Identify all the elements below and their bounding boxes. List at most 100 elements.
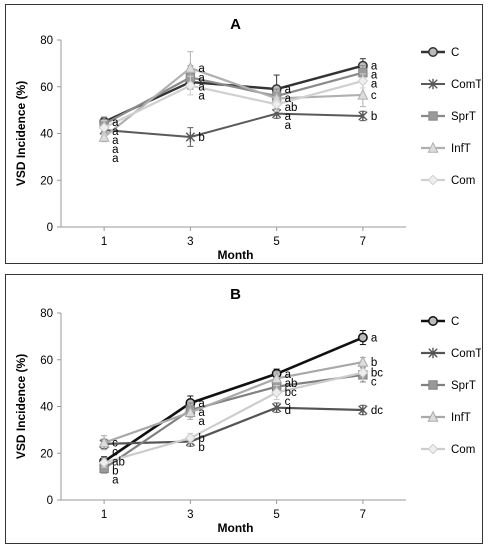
x-tick-label: 7: [360, 236, 366, 248]
legend-marker: [427, 443, 439, 455]
y-tick-label: 0: [47, 222, 53, 234]
y-tick-label: 80: [40, 35, 53, 47]
significance-letter: a: [112, 126, 119, 138]
significance-letter: dc: [371, 405, 383, 417]
legend-marker: [428, 111, 438, 121]
y-axis-label: VSD Incidence (%): [14, 81, 28, 186]
data-point: [184, 406, 196, 418]
significance-letter: d: [285, 405, 291, 417]
significance-letter: b: [371, 111, 377, 123]
series-Com: [98, 365, 369, 469]
significance-letter: a: [198, 72, 205, 84]
y-tick-label: 40: [40, 402, 53, 414]
significance-letter: a: [371, 79, 378, 91]
significance-letter: a: [371, 61, 378, 73]
series-ComT: [99, 402, 368, 450]
series-line: [103, 66, 363, 138]
data-point: [185, 131, 196, 143]
significance-letter: bc: [371, 368, 383, 380]
data-point: [358, 404, 368, 416]
data-point: [357, 355, 369, 367]
legend-label: SprT: [451, 111, 476, 123]
significance-letter: c: [371, 377, 377, 389]
legend-marker: [428, 316, 438, 326]
series-line: [104, 406, 363, 445]
data-point: [271, 402, 282, 413]
legend-label: Com: [451, 175, 475, 187]
significance-letter: c: [112, 438, 118, 450]
x-axis-label: Month: [218, 521, 254, 535]
significance-letter: b: [198, 132, 204, 144]
significance-letter: a: [285, 369, 292, 381]
significance-letter: a: [112, 117, 119, 129]
legend-marker: [428, 78, 438, 90]
data-point: [184, 432, 196, 444]
data-point: [357, 332, 368, 343]
significance-letter: a: [285, 111, 292, 123]
chart-title: B: [230, 286, 241, 303]
data-point: [98, 457, 110, 469]
legend-marker: [427, 410, 439, 422]
legend-label: SprT: [451, 380, 476, 392]
significance-letter: ab: [112, 456, 125, 468]
y-tick-label: 20: [40, 175, 53, 187]
significance-letter: ab: [285, 102, 298, 114]
y-tick-label: 0: [47, 495, 53, 507]
legend-marker: [428, 347, 438, 359]
series-SprT: [99, 367, 368, 474]
x-axis-label: Month: [218, 248, 254, 262]
significance-letter: a: [112, 474, 119, 486]
significance-letter: a: [285, 84, 292, 96]
significance-letter: bc: [285, 387, 297, 399]
legend-label: ComT: [451, 79, 481, 91]
series-InfT: [98, 51, 369, 143]
x-tick-label: 3: [187, 236, 193, 248]
significance-letter: b: [112, 465, 118, 477]
data-point: [184, 61, 196, 73]
data-point: [98, 130, 110, 142]
series-line: [103, 361, 364, 444]
x-tick-label: 1: [101, 236, 107, 248]
data-point: [184, 80, 196, 91]
significance-letter: c: [371, 90, 377, 102]
legend-label: C: [451, 47, 459, 59]
series-line: [103, 71, 364, 126]
y-tick-label: 60: [40, 82, 53, 94]
data-point: [357, 88, 369, 100]
significance-letter: ab: [285, 378, 298, 390]
series-C: [99, 58, 368, 127]
significance-letter: a: [198, 398, 205, 410]
significance-letter: c: [285, 396, 291, 408]
x-tick-label: 5: [273, 509, 279, 521]
series-line: [103, 373, 364, 470]
data-point: [358, 110, 368, 122]
significance-letter: a: [198, 416, 205, 428]
y-tick-label: 40: [40, 129, 53, 141]
significance-letter: a: [371, 333, 378, 345]
significance-letter: a: [198, 81, 205, 93]
series-line: [103, 79, 364, 129]
data-point: [271, 372, 283, 384]
y-tick-label: 80: [40, 308, 53, 320]
significance-letter: a: [198, 63, 205, 75]
y-tick-label: 20: [40, 448, 53, 460]
significance-letter: b: [371, 357, 377, 369]
legend-label: C: [451, 316, 459, 328]
data-point: [271, 98, 283, 110]
data-point: [357, 75, 369, 87]
significance-letter: a: [198, 407, 205, 419]
legend-label: ComT: [451, 348, 481, 360]
series-line: [104, 112, 363, 139]
x-tick-label: 7: [360, 509, 366, 521]
series-line: [103, 371, 364, 464]
chart-title: A: [230, 16, 241, 33]
chart-panel-a: A 0 20 40 60 80 1 3 5 7 Month VSD Incidence (%) a a a a…: [5, 4, 483, 264]
significance-letter: a: [112, 144, 119, 156]
significance-letter: a: [112, 153, 119, 165]
y-tick-label: 60: [40, 355, 53, 367]
significance-letter: a: [371, 70, 378, 82]
significance-letter: b: [198, 433, 204, 445]
chart-panel-b: B 0 20 40 60 80 1 3 5 7 Month VSD Incidence (%) c c ab…: [5, 274, 483, 544]
